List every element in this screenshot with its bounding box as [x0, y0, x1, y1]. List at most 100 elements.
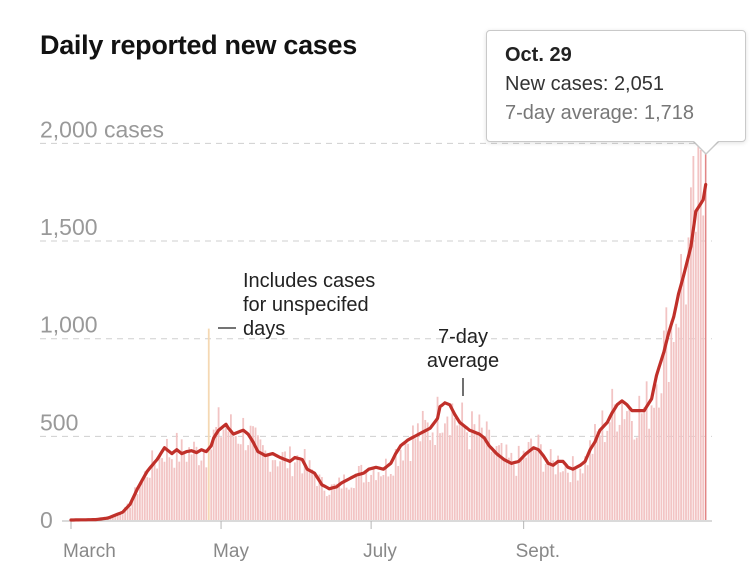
- bar: [429, 440, 432, 520]
- bar: [220, 437, 222, 520]
- bar: [490, 451, 493, 520]
- bar: [421, 410, 424, 520]
- bar: [510, 452, 513, 520]
- bar: [244, 450, 247, 520]
- bar: [562, 471, 564, 520]
- bar: [148, 477, 151, 520]
- bar: [242, 417, 245, 520]
- bar: [463, 424, 466, 520]
- bar: [697, 129, 700, 520]
- annotation-unspecified-text: for unspecifed: [243, 294, 369, 316]
- bar: [316, 486, 318, 520]
- bar: [335, 483, 338, 520]
- bar: [170, 459, 173, 520]
- bar: [264, 450, 267, 520]
- bar: [456, 425, 459, 520]
- bar: [252, 426, 254, 520]
- bar: [338, 477, 341, 520]
- bar: [291, 476, 294, 520]
- bar: [557, 455, 559, 520]
- bar: [207, 328, 210, 520]
- bar: [362, 482, 365, 520]
- tooltip-average-label: 7-day average:: [505, 102, 639, 124]
- tooltip-average-value: 1,718: [643, 102, 695, 124]
- bar: [225, 424, 227, 520]
- bar: [254, 427, 257, 520]
- bar: [515, 475, 518, 520]
- bar: [357, 465, 360, 520]
- bar: [259, 439, 262, 520]
- bar: [623, 419, 626, 520]
- bar: [648, 428, 650, 520]
- bar: [483, 439, 486, 520]
- bar: [134, 487, 136, 520]
- bar: [493, 451, 496, 520]
- bar: [158, 453, 161, 520]
- bar: [325, 496, 328, 520]
- bar: [520, 456, 523, 520]
- bar: [328, 494, 331, 520]
- bar: [702, 215, 705, 521]
- bar: [370, 474, 373, 520]
- bar: [215, 426, 218, 520]
- bar: [488, 429, 491, 520]
- bar: [431, 432, 434, 520]
- annotation-unspecified-text: days: [243, 318, 285, 340]
- bar: [399, 449, 402, 520]
- bar: [353, 488, 355, 520]
- bar: [653, 407, 655, 520]
- bar: [525, 457, 527, 520]
- tooltip: Oct. 29 New cases: 2,051 7-day average: …: [486, 30, 746, 142]
- bar: [680, 254, 682, 520]
- bar: [276, 466, 279, 520]
- tooltip-date: Oct. 29: [505, 44, 572, 66]
- bar: [355, 474, 358, 520]
- bar: [682, 276, 685, 520]
- bar: [407, 443, 409, 520]
- bar: [119, 514, 122, 520]
- bar: [498, 445, 500, 520]
- bar: [409, 461, 412, 520]
- bar: [692, 156, 695, 520]
- bar: [394, 448, 397, 520]
- bar: [675, 323, 678, 520]
- bar: [616, 431, 619, 520]
- bar: [554, 474, 557, 520]
- bar: [296, 455, 299, 520]
- bar: [111, 516, 114, 520]
- bar: [333, 483, 336, 520]
- bar: [350, 487, 353, 520]
- bar: [281, 452, 284, 520]
- bar: [141, 478, 144, 520]
- bar: [375, 480, 377, 520]
- bar: [303, 449, 306, 520]
- bar: [279, 461, 281, 520]
- bar: [596, 431, 599, 520]
- bar: [591, 453, 594, 520]
- bar: [210, 449, 213, 520]
- bar: [257, 435, 259, 520]
- bar: [198, 465, 200, 520]
- bar: [685, 304, 687, 520]
- bar: [503, 457, 505, 520]
- bar: [426, 422, 429, 520]
- bar: [581, 473, 584, 520]
- bar: [532, 447, 535, 520]
- bar: [146, 477, 149, 520]
- bar: [222, 429, 225, 520]
- bar: [461, 402, 464, 520]
- bar: [404, 442, 407, 520]
- bar: [530, 438, 532, 520]
- x-tick-label: March: [63, 541, 116, 562]
- bar: [230, 414, 232, 520]
- bar: [690, 187, 692, 520]
- bar: [367, 481, 370, 520]
- bar: [571, 456, 574, 520]
- bar: [311, 469, 313, 520]
- bar: [286, 468, 289, 520]
- bar: [161, 458, 163, 520]
- bar: [542, 471, 545, 520]
- bar: [269, 471, 272, 520]
- bar: [630, 421, 633, 520]
